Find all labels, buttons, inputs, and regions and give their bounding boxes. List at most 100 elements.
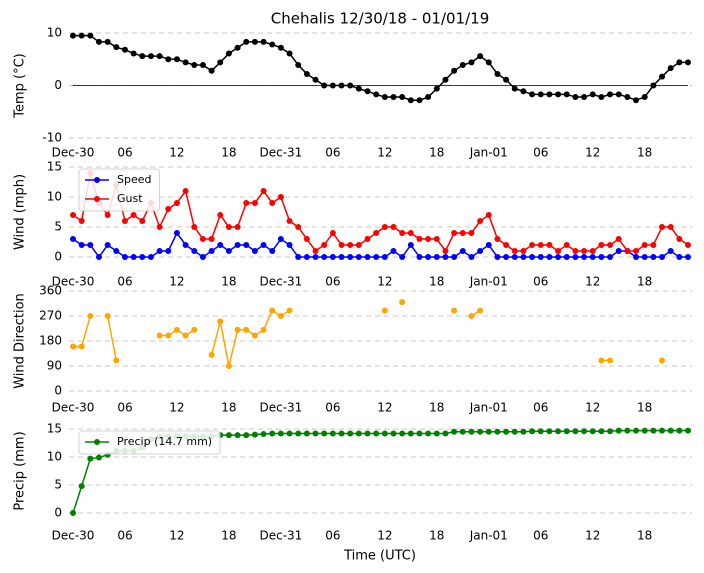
data-point xyxy=(70,510,76,516)
data-point xyxy=(685,59,691,66)
x-tick-label: 18 xyxy=(429,146,444,160)
data-point xyxy=(607,242,614,248)
data-point xyxy=(303,430,310,437)
data-point xyxy=(70,212,76,218)
data-point xyxy=(624,94,631,101)
data-point xyxy=(459,248,466,254)
data-point xyxy=(407,97,414,104)
data-point xyxy=(321,254,328,260)
data-point xyxy=(598,242,605,248)
x-tick-label: Jan-01 xyxy=(469,146,508,160)
data-point xyxy=(676,254,683,260)
data-point xyxy=(659,73,666,80)
data-point xyxy=(685,242,691,248)
data-point xyxy=(546,254,553,260)
data-point xyxy=(399,430,406,437)
data-point xyxy=(494,236,501,242)
x-tick-label: 18 xyxy=(429,529,444,543)
data-point xyxy=(277,236,284,242)
y-tick-label: -10 xyxy=(42,131,62,145)
data-point xyxy=(659,357,666,364)
data-point xyxy=(295,254,302,260)
data-point xyxy=(234,44,241,51)
data-point xyxy=(468,230,475,236)
data-point xyxy=(156,224,163,230)
data-point xyxy=(113,248,120,254)
data-point xyxy=(615,248,622,254)
data-point xyxy=(633,97,640,104)
x-tick-label: 18 xyxy=(637,146,652,160)
y-axis-label: Precip (mm) xyxy=(13,431,28,510)
data-point xyxy=(563,91,570,98)
x-tick-label: Dec-30 xyxy=(52,529,95,543)
data-point xyxy=(641,254,648,260)
data-point xyxy=(312,254,319,260)
data-point xyxy=(598,254,605,260)
data-point xyxy=(208,351,215,358)
data-point xyxy=(563,242,570,248)
data-point xyxy=(399,230,406,236)
x-tick-label: 06 xyxy=(533,401,548,415)
chart-title: Chehalis 12/30/18 - 01/01/19 xyxy=(271,10,490,28)
data-point xyxy=(338,430,345,437)
x-tick-label: 06 xyxy=(325,275,340,289)
data-point xyxy=(650,427,657,434)
data-point xyxy=(338,242,345,248)
data-point xyxy=(615,427,622,434)
data-point xyxy=(425,430,432,437)
data-point xyxy=(182,59,189,66)
data-point xyxy=(156,332,163,339)
data-point xyxy=(607,428,614,435)
data-point xyxy=(477,248,484,254)
data-point xyxy=(416,254,423,260)
data-point xyxy=(87,242,94,248)
legend: Precip (14.7 mm) xyxy=(78,430,221,455)
data-point xyxy=(251,38,258,45)
legend-box xyxy=(78,430,221,455)
data-point xyxy=(121,254,128,260)
data-point xyxy=(321,82,328,89)
x-tick-label: 12 xyxy=(585,529,600,543)
data-point xyxy=(503,242,510,248)
data-point xyxy=(494,254,501,260)
data-point xyxy=(269,430,276,437)
data-point xyxy=(321,430,328,437)
y-tick-label: 360 xyxy=(39,284,62,298)
data-point xyxy=(555,248,562,254)
data-point xyxy=(685,254,691,260)
data-point xyxy=(537,428,544,435)
data-point xyxy=(104,212,111,218)
data-point xyxy=(598,94,605,101)
x-tick-label: 06 xyxy=(325,401,340,415)
data-point xyxy=(191,248,198,254)
data-point xyxy=(555,91,562,98)
x-tick-label: 18 xyxy=(637,275,652,289)
data-point xyxy=(243,326,250,333)
series-line xyxy=(72,231,688,259)
data-point xyxy=(650,242,657,248)
data-point xyxy=(355,254,362,260)
data-point xyxy=(633,248,640,254)
data-point xyxy=(546,91,553,98)
x-tick-label: 06 xyxy=(117,529,132,543)
data-point xyxy=(503,254,510,260)
data-point xyxy=(147,254,154,260)
data-point xyxy=(511,248,518,254)
data-point xyxy=(555,428,562,435)
data-point xyxy=(165,56,172,63)
data-point xyxy=(615,236,622,242)
data-point xyxy=(286,430,293,437)
data-point xyxy=(251,248,258,254)
data-point xyxy=(589,428,596,435)
data-point xyxy=(260,38,267,45)
data-point xyxy=(416,430,423,437)
data-point xyxy=(113,44,120,51)
data-point xyxy=(659,427,666,434)
data-point xyxy=(95,454,102,461)
data-point xyxy=(225,363,232,369)
data-point xyxy=(676,236,683,242)
data-point xyxy=(87,32,94,39)
y-tick-label: 5 xyxy=(54,220,62,234)
data-point xyxy=(277,313,284,319)
